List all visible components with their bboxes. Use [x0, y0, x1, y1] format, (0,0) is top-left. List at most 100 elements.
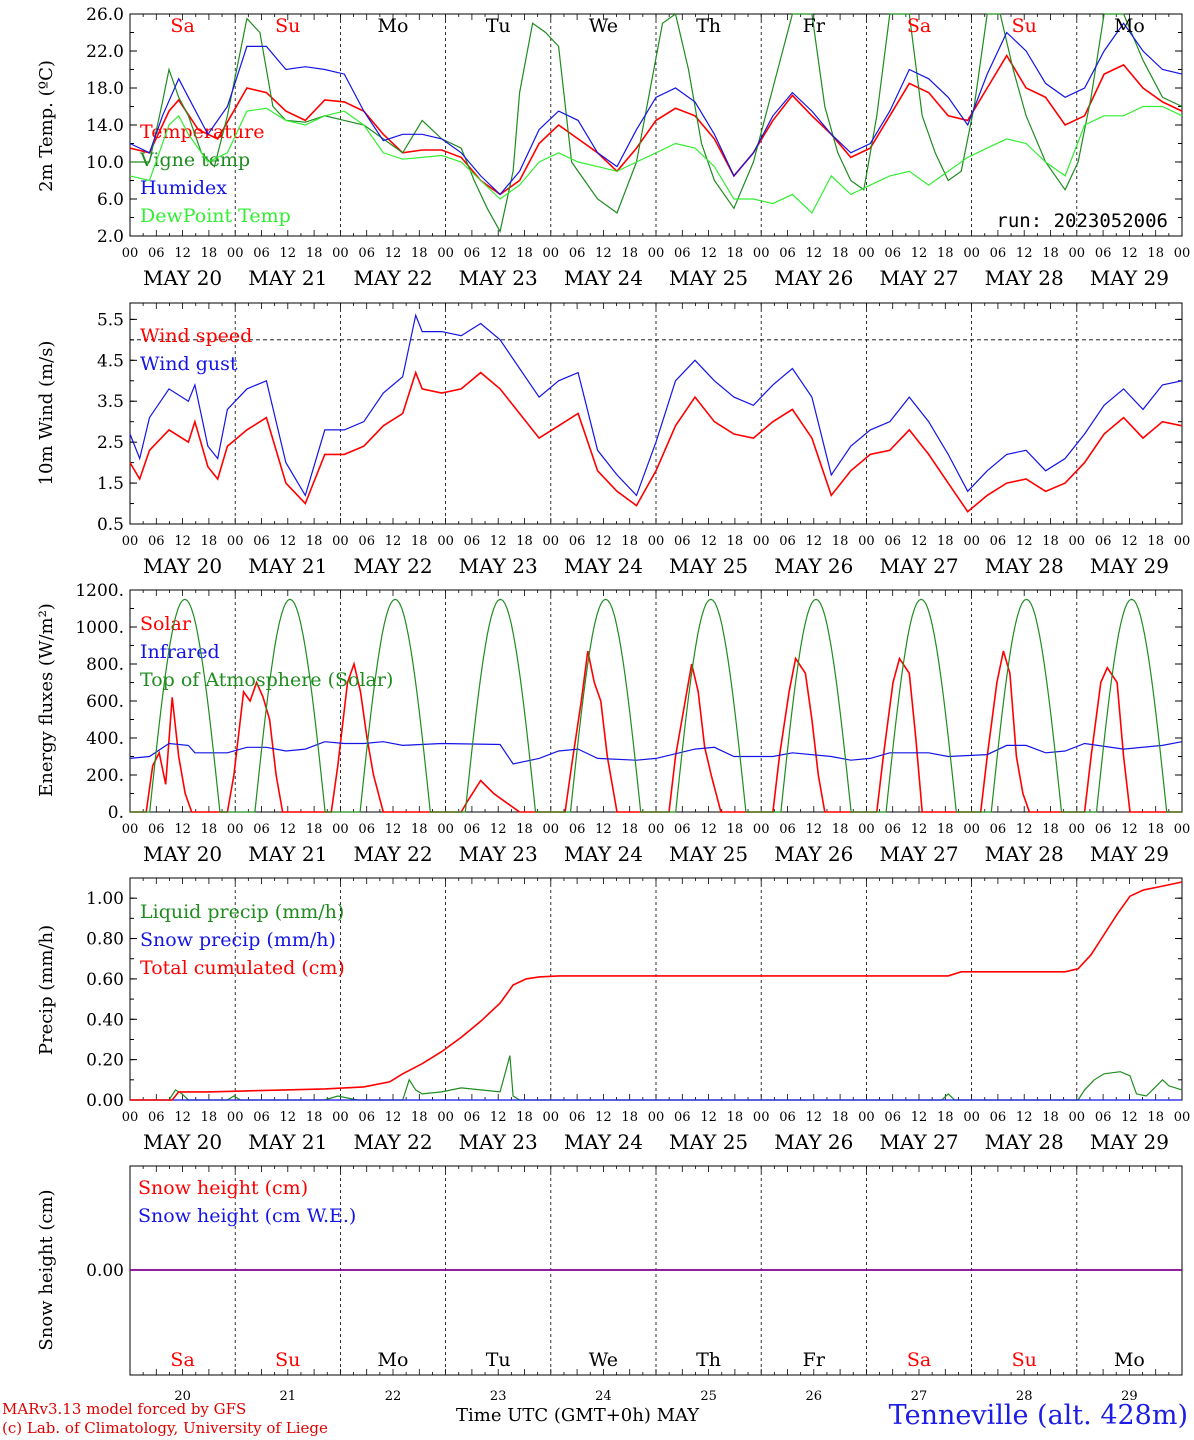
hour-label: 06 — [464, 246, 481, 261]
hour-label: 18 — [832, 1110, 849, 1125]
y-tick-label: 800. — [86, 655, 124, 675]
hour-label: 12 — [911, 246, 928, 261]
hour-label: 06 — [148, 246, 165, 261]
series-line-humidex — [129, 22, 1183, 196]
hour-label: 06 — [253, 1110, 270, 1125]
hour-label: 18 — [621, 1110, 638, 1125]
date-label: MAY 26 — [774, 1130, 853, 1154]
day-number: 20 — [174, 1389, 191, 1404]
date-label: MAY 23 — [459, 266, 538, 290]
weekday-label: Su — [275, 15, 300, 37]
date-label: MAY 22 — [353, 266, 432, 290]
weekday-label: Sa — [907, 15, 931, 37]
date-label: MAY 25 — [669, 266, 748, 290]
panel-5: 0.00 Snow height (cm) Snow height (cm) Snow… — [36, 1165, 1183, 1376]
hour-label: 18 — [516, 246, 533, 261]
day-number: 21 — [280, 1389, 297, 1404]
weekday-label: We — [589, 15, 618, 37]
hour-label: 18 — [201, 1110, 218, 1125]
date-label: MAY 28 — [985, 554, 1064, 578]
weekday-label: We — [589, 1349, 618, 1371]
hour-label: 06 — [358, 534, 375, 549]
date-label: MAY 23 — [459, 554, 538, 578]
date-label: MAY 20 — [143, 554, 222, 578]
date-label: MAY 29 — [1090, 1130, 1169, 1154]
weekday-label: Su — [1012, 1349, 1037, 1371]
hour-label: 06 — [674, 1110, 691, 1125]
date-label: MAY 25 — [669, 554, 748, 578]
date-label: MAY 26 — [774, 842, 853, 866]
y-tick-label: 1.5 — [97, 474, 124, 494]
hour-label: 06 — [253, 822, 270, 837]
hour-label: 00 — [1174, 534, 1191, 549]
hour-label: 18 — [201, 534, 218, 549]
hour-label: 12 — [490, 534, 507, 549]
hour-label: 12 — [174, 534, 191, 549]
series-line-top-of-atmosphere-solar — [130, 598, 1182, 813]
date-label: MAY 21 — [248, 266, 327, 290]
hour-label: 00 — [1069, 822, 1086, 837]
legend-entry: Solar — [140, 613, 192, 635]
weekday-label: Th — [696, 1349, 721, 1371]
legend-entry: Snow height (cm) — [138, 1177, 308, 1199]
y-axis-title: Precip (mm/h) — [36, 925, 57, 1055]
hour-label: 00 — [122, 246, 139, 261]
date-label: MAY 27 — [879, 266, 958, 290]
hour-label: 12 — [700, 1110, 717, 1125]
hour-label: 18 — [306, 1110, 323, 1125]
hour-label: 18 — [1042, 534, 1059, 549]
hour-label: 00 — [332, 246, 349, 261]
hour-label: 00 — [227, 246, 244, 261]
hour-label: 12 — [490, 822, 507, 837]
date-label: MAY 24 — [564, 1130, 643, 1154]
hour-label: 12 — [806, 246, 823, 261]
y-tick-label: 3.5 — [97, 392, 124, 412]
hour-label: 18 — [937, 246, 954, 261]
hour-label: 00 — [122, 822, 139, 837]
weekday-label: Mo — [1114, 1349, 1145, 1371]
day-number: 26 — [806, 1389, 823, 1404]
series-line-dewpoint-temp — [129, 105, 1183, 214]
hour-label: 06 — [569, 822, 586, 837]
legend-entry: Wind gust — [140, 353, 238, 375]
hour-label: 18 — [1147, 534, 1164, 549]
panel-1: 2.0 6.0 10.0 14.0 18.0 22.0 26.0 2m Temp. (ºC) T… — [36, 5, 1190, 290]
hour-label: 12 — [806, 534, 823, 549]
weekday-label: Fr — [803, 1349, 826, 1371]
y-tick-label: 0.60 — [86, 970, 124, 990]
hour-label: 06 — [884, 822, 901, 837]
hour-label: 12 — [174, 246, 191, 261]
y-tick-label: 600. — [86, 692, 124, 712]
hour-label: 18 — [832, 246, 849, 261]
date-label: MAY 26 — [774, 554, 853, 578]
hour-label: 12 — [595, 1110, 612, 1125]
hour-label: 00 — [858, 534, 875, 549]
hour-label: 12 — [1121, 246, 1138, 261]
hour-label: 00 — [1069, 534, 1086, 549]
date-label: MAY 22 — [353, 1130, 432, 1154]
hour-label: 00 — [753, 1110, 770, 1125]
hour-label: 18 — [1042, 246, 1059, 261]
hour-label: 06 — [358, 1110, 375, 1125]
date-label: MAY 28 — [985, 842, 1064, 866]
hour-label: 00 — [1174, 1110, 1191, 1125]
hour-label: 06 — [569, 534, 586, 549]
hour-label: 18 — [411, 1110, 428, 1125]
hour-label: 06 — [148, 1110, 165, 1125]
y-tick-label: 6.0 — [97, 190, 124, 210]
hour-label: 06 — [1095, 822, 1112, 837]
hour-label: 00 — [543, 1110, 560, 1125]
date-label: MAY 22 — [353, 554, 432, 578]
hour-label: 12 — [1121, 1110, 1138, 1125]
date-label: MAY 28 — [985, 266, 1064, 290]
date-label: MAY 21 — [248, 842, 327, 866]
hour-label: 00 — [1174, 822, 1191, 837]
hour-label: 18 — [306, 534, 323, 549]
hour-label: 00 — [963, 534, 980, 549]
hour-label: 12 — [490, 246, 507, 261]
hour-label: 00 — [648, 534, 665, 549]
hour-label: 06 — [884, 534, 901, 549]
y-tick-label: 4.5 — [97, 351, 124, 371]
hour-label: 18 — [1147, 246, 1164, 261]
